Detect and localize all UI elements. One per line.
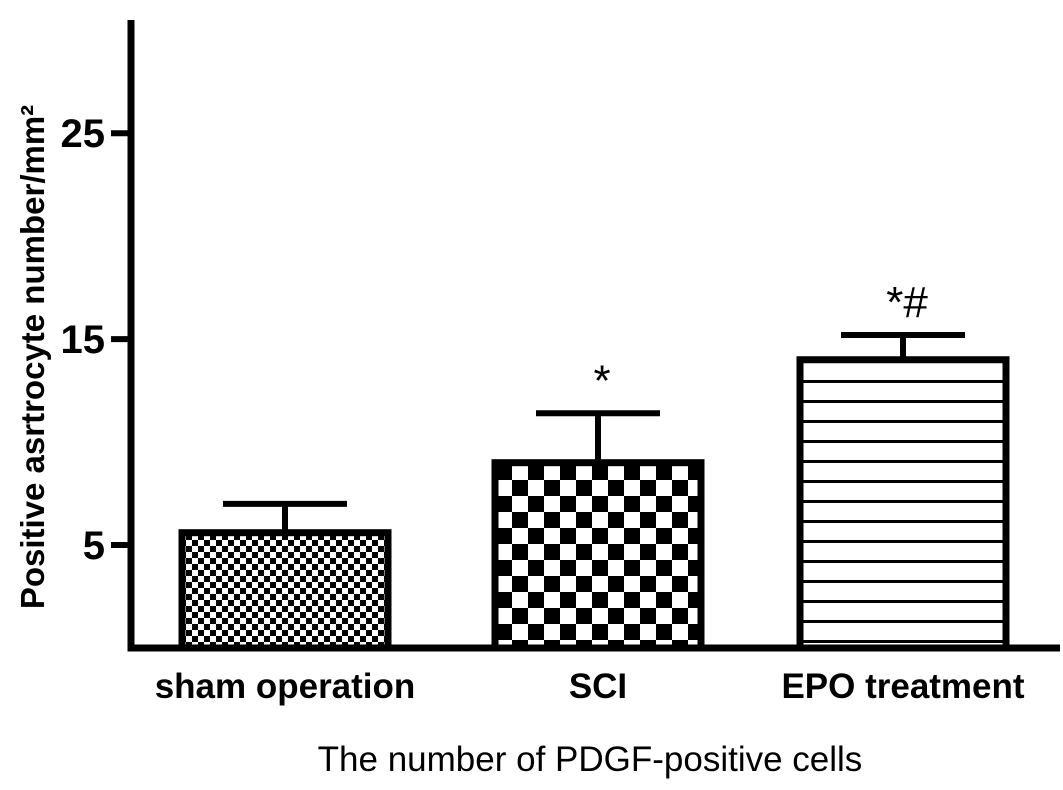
y-tick-label-2: 25 xyxy=(61,112,106,156)
x-axis-title: The number of PDGF-positive cells xyxy=(318,740,863,779)
error-bars-layer xyxy=(223,332,965,533)
annotations-layer: * *# xyxy=(593,278,928,405)
y-tick-label-1: 15 xyxy=(61,318,106,362)
significance-annotation-1: * xyxy=(593,356,610,405)
y-tick-label-0: 5 xyxy=(83,524,105,568)
y-ticks: 5 15 25 xyxy=(61,112,131,568)
x-category-labels: sham operation SCI EPO treatment xyxy=(155,667,1025,706)
x-category-label-2: EPO treatment xyxy=(781,667,1024,706)
bar-2 xyxy=(796,356,1010,652)
y-axis-title: Positive asrtrocyte number/mm² xyxy=(14,105,51,609)
bar-1 xyxy=(491,459,705,652)
significance-annotation-2: *# xyxy=(886,278,928,327)
bar-0 xyxy=(178,529,392,652)
x-category-label-1: SCI xyxy=(569,667,627,706)
x-category-label-0: sham operation xyxy=(155,667,416,706)
